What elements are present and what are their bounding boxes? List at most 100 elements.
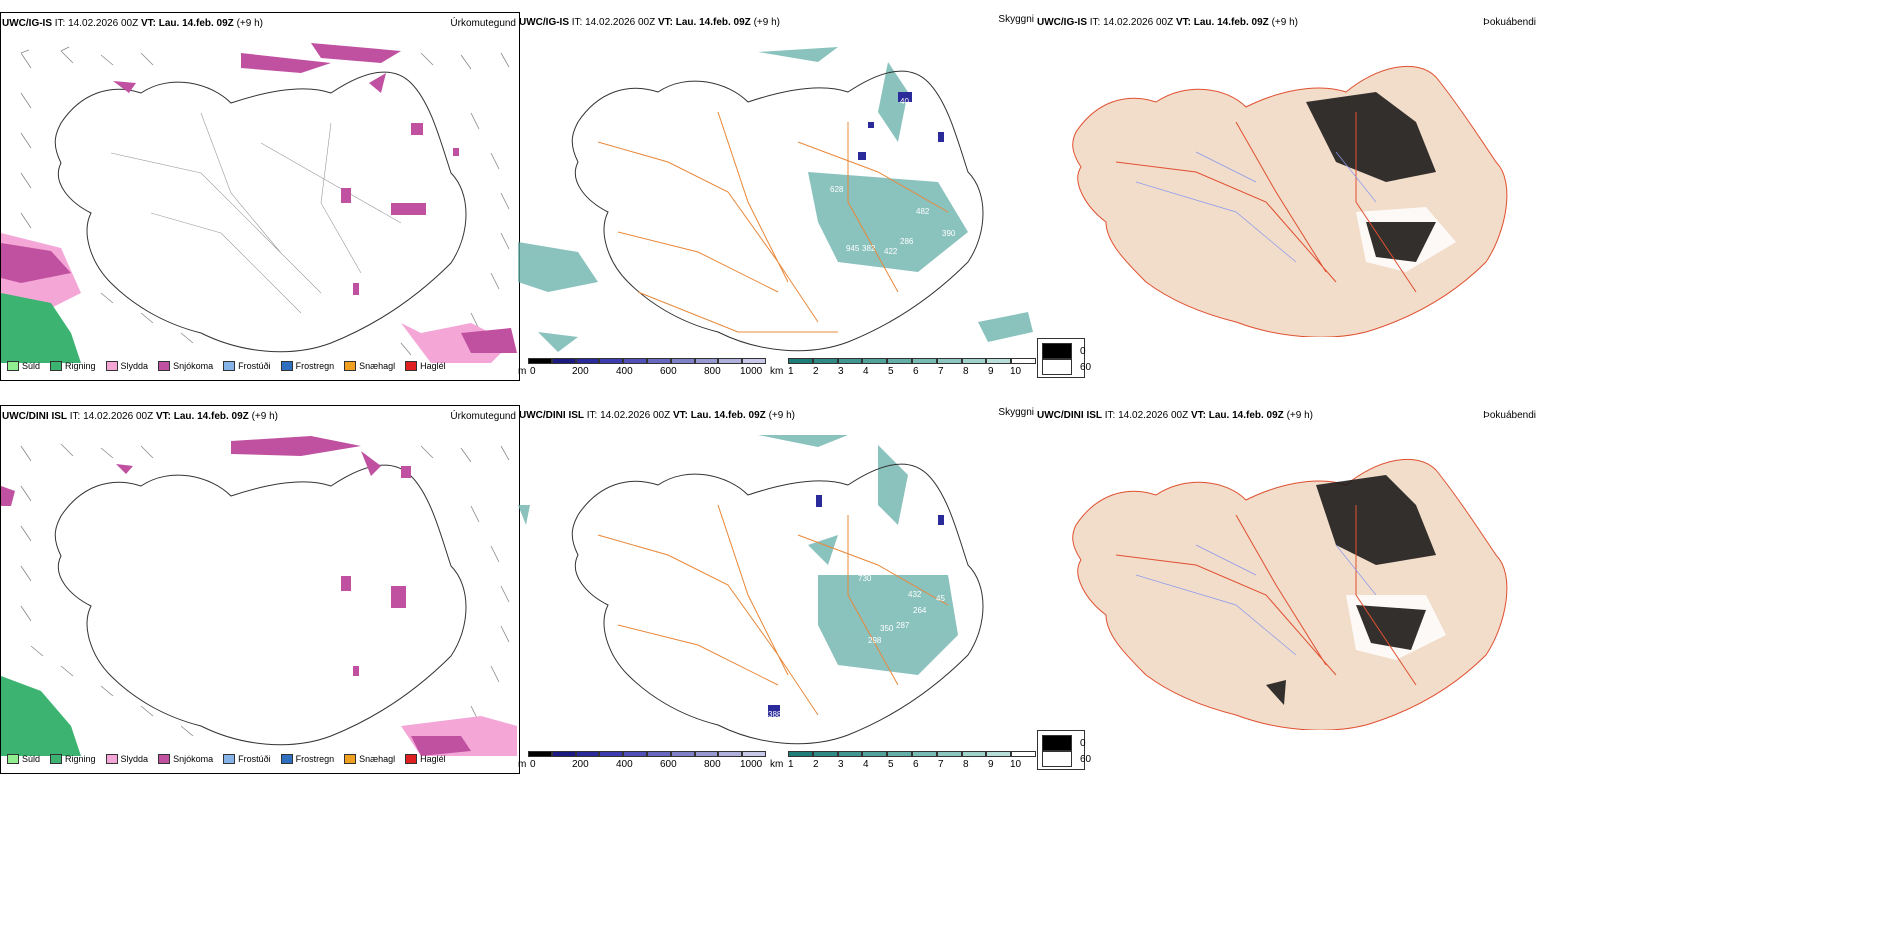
ceiling-label: 286 [900,237,914,246]
colorbar-segment [599,751,624,757]
visibility-tick: 4 [863,759,869,770]
colorbar-segment [551,358,576,364]
precip-legend: Súld Rigning Slydda Snjókoma Frostúði Fr… [7,361,456,371]
fog-map [1072,458,1508,730]
legend-item: Frostúði [223,361,271,371]
visibility-tick: 7 [938,759,944,770]
colorbar-segment [887,358,912,364]
ceiling-tick: 400 [616,366,633,377]
visibility-tick: 4 [863,366,869,377]
fog-swatch-high [1042,735,1072,751]
ceiling-unit: m [518,366,527,377]
ceiling-map: 730 432 264 350 287 298 330 45 388 [518,435,984,745]
panel-title: UWC/IG-IS IT: 14.02.2026 00Z VT: Lau. 14… [519,17,780,28]
colorbar-segment [936,358,962,364]
panel-type-label: Þokuábendi [1483,410,1536,421]
visibility-tick: 10 [1010,366,1022,377]
ceiling-tick: 0 [530,759,536,770]
colorbar-segment [670,751,695,757]
legend-item: Snjókoma [158,361,213,371]
panel-type-label: Úrkomutegund [450,18,516,29]
ceiling-label: 422 [884,247,898,256]
colorbar-segment [1011,358,1036,364]
legend-swatch [280,361,293,371]
fog-legend-bottom: 0 60 [1037,730,1091,770]
ceiling-tick: 0 [530,366,536,377]
legend-item: Frostúði [223,754,271,764]
visibility-tick: 9 [988,366,994,377]
ceiling-label: 628 [830,185,844,194]
ceiling-panel-top: UWC/IG-IS IT: 14.02.2026 00Z VT: Lau. 14… [518,12,1038,379]
ceiling-label: 382 [862,244,876,253]
iceland-outline [54,464,467,746]
colorbar-segment [788,358,813,364]
ceiling-label: 298 [868,636,882,645]
colorbar-segment [912,358,937,364]
ceiling-tick: 1000 [740,366,763,377]
ceiling-label: 945 [846,244,860,253]
colorbar-segment [623,751,647,757]
colorbar-segment [812,358,838,364]
colorbar-segment [599,358,624,364]
ceiling-label: 287 [896,621,910,630]
colorbar-segment [961,358,987,364]
visibility-colorbar: km 1 2 3 4 5 6 7 8 9 10 [770,358,1038,378]
iceland-outline [571,463,984,745]
visibility-tick: 5 [888,759,894,770]
precip-map [1,43,517,363]
colorbar-segment [1011,751,1036,757]
rain-patches [1,293,81,363]
ceiling-tick: 600 [660,366,677,377]
visibility-unit: km [770,759,784,770]
legend-item: Súld [7,361,40,371]
ceiling-tick: 200 [572,759,589,770]
ceiling-map: 40 628 482 390 945 382 422 286 45 45 [518,47,1033,352]
visibility-tick: 8 [963,759,969,770]
ceiling-tick: 800 [704,759,721,770]
iceland-fill [1072,65,1508,337]
visibility-tick: 2 [813,759,819,770]
iceland-fill [1072,458,1508,730]
ceiling-label: 482 [916,207,930,216]
legend-swatch [50,754,63,764]
ceiling-label: 432 [908,590,922,599]
legend-item: Rigning [50,361,96,371]
panel-title: UWC/DINI ISL IT: 14.02.2026 00Z VT: Lau.… [1037,410,1313,421]
colorbar-segment [986,751,1012,757]
ceiling-label: 40 [900,97,909,106]
legend-item: Haglél [405,754,446,764]
ceiling-label: 388 [768,710,782,719]
panel-type-label: Úrkomutegund [450,411,516,422]
colorbar-segment [887,751,912,757]
ceiling-tick: 800 [704,366,721,377]
ceiling-label: 390 [942,229,956,238]
legend-item: Súld [7,754,40,764]
colorbar-segment [575,751,600,757]
panel-title: UWC/DINI ISL IT: 14.02.2026 00Z VT: Lau.… [519,410,795,421]
colorbar-segment [575,358,600,364]
legend-item: Snæhagl [344,361,395,371]
legend-swatch [405,754,418,764]
legend-swatch [158,361,171,371]
ceiling-label: 45 [936,594,945,603]
fog-swatch-low [1042,751,1072,767]
fog-panel-bottom: UWC/DINI ISL IT: 14.02.2026 00Z VT: Lau.… [1036,405,1536,730]
ceiling-label: 730 [858,574,872,583]
visibility-tick: 6 [913,759,919,770]
ceiling-label: 350 [880,624,894,633]
colorbar-segment [528,358,552,364]
colorbar-segment [623,358,647,364]
ceiling-tick: 600 [660,759,677,770]
panel-type-label: Skyggni [998,14,1034,25]
colorbar-segment [912,751,937,757]
visibility-tick: 7 [938,366,944,377]
colorbar-segment [551,751,576,757]
visibility-tick: 6 [913,366,919,377]
visibility-tick: 1 [788,366,794,377]
colorbar-segment [528,751,552,757]
ceiling-label: 45 [944,175,953,184]
colorbar-segment [936,751,962,757]
colorbar-segment [694,751,719,757]
colorbar-segment [788,751,813,757]
legend-swatch [223,361,236,371]
